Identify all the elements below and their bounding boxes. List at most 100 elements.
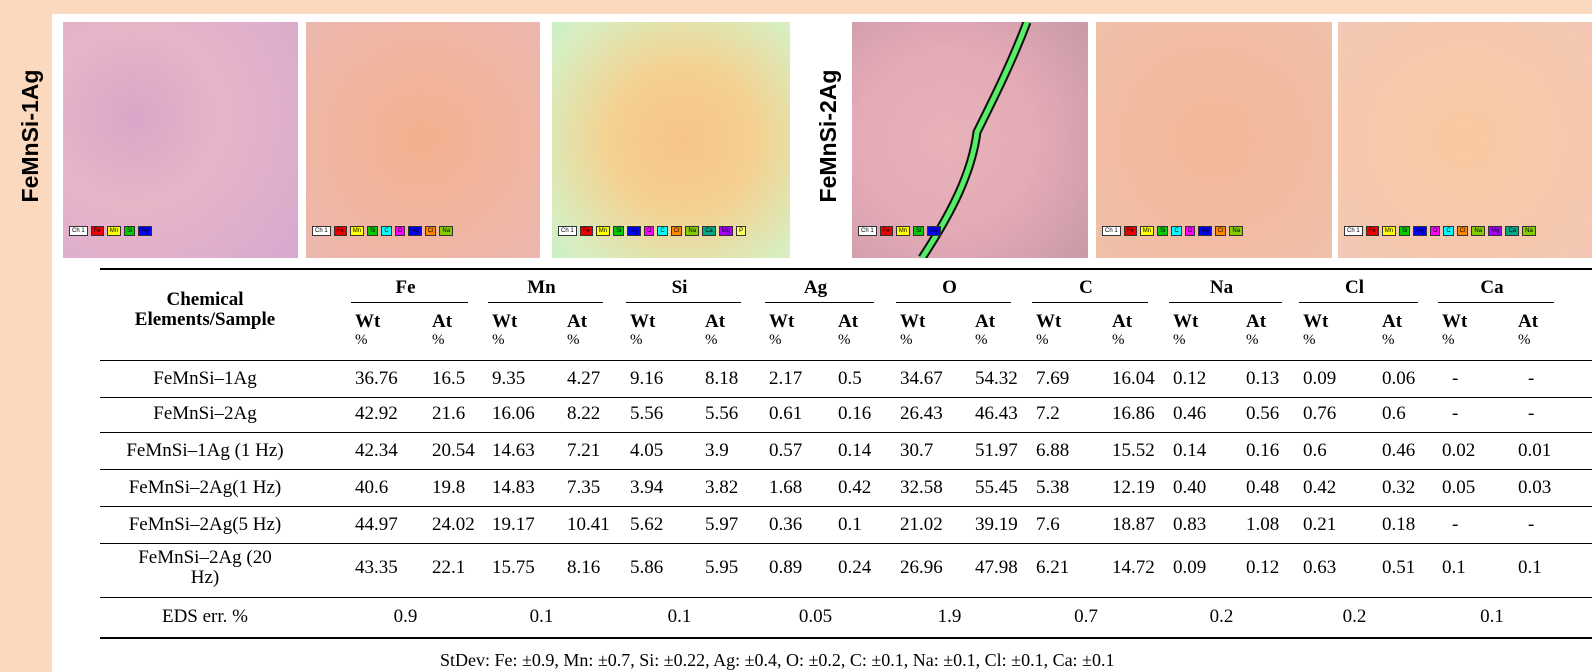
table-cell: 0.03 [1518,477,1552,498]
sample-name: FeMnSi–1Ag (1 Hz) [126,440,284,461]
table-cell: 0.6 [1382,403,1406,424]
sample-name: FeMnSi–2Ag(5 Hz) [128,514,282,535]
error-label: EDS err. % [161,606,248,627]
table-cell: - [1452,403,1459,424]
table-cell: 39.19 [975,514,1018,535]
table-cell: 3.9 [705,440,729,461]
table-cell: 26.43 [900,403,943,424]
table-header: Chemical Elements/Sample [134,289,276,330]
unit-header: % [1112,332,1125,348]
table-rule [765,302,874,303]
table-cell: 0.02 [1442,440,1476,461]
unit-header: % [567,332,580,348]
unit-header: % [492,332,505,348]
unit-header: At [705,311,726,332]
unit-header: % [900,332,913,348]
legend-entry: Mn [595,226,611,236]
crack [918,22,1032,258]
table-cell: 5.97 [705,514,739,535]
table-cell: 0.24 [838,557,872,578]
legend-entry: Na [685,226,700,236]
image-legend: Ch 1 Fe Mn Si Ag [858,226,941,236]
footnote: StDev: Fe: ±0.9, Mn: ±0.7, Si: ±0.22, Ag… [440,650,1115,670]
table-cell: 15.75 [492,557,535,578]
table-cell: 14.63 [492,440,535,461]
table-cell: 0.48 [1246,477,1280,498]
table-cell: 51.97 [975,440,1018,461]
unit-header: At [1382,311,1403,332]
table-rule [100,268,1592,270]
error-value: 0.05 [798,606,833,627]
row-label: FeMnSi-2Ag [815,69,841,203]
table-cell: 5.56 [630,403,664,424]
table-cell: 7.35 [567,477,601,498]
table-cell: 16.86 [1112,403,1155,424]
unit-header: % [355,332,368,348]
table-rule [100,543,1592,544]
table-rule [626,302,741,303]
table-cell: - [1528,403,1535,424]
table-cell: 3.94 [630,477,664,498]
table-rule [100,432,1592,433]
table-cell: 5.86 [630,557,664,578]
unit-header: Wt [492,311,518,332]
table-cell: 0.1 [838,514,862,535]
unit-header: % [630,332,643,348]
table-cell: 44.97 [355,514,398,535]
unit-header: Wt [1173,311,1199,332]
table-cell: - [1528,514,1535,535]
table-cell: 0.42 [1303,477,1337,498]
table-rule [1169,302,1282,303]
table-cell: 0.89 [769,557,803,578]
legend-entry: Si [1399,226,1411,236]
table-cell: 0.1 [1442,557,1466,578]
row-label: FeMnSi-1Ag [17,69,43,203]
sample-name: FeMnSi–1Ag [153,368,257,389]
table-cell: 6.21 [1036,557,1070,578]
table-cell: 8.18 [705,368,739,389]
table-cell: 0.16 [838,403,872,424]
legend-entry: O [1429,226,1441,236]
legend-entry: Si [1157,226,1169,236]
table-cell: 3.82 [705,477,739,498]
legend-entry: C [1171,226,1182,236]
table-cell: 46.43 [975,403,1018,424]
table-cell: 10.41 [567,514,610,535]
table-rule [1299,302,1418,303]
table-rule [1438,302,1554,303]
error-value: 0.1 [529,606,554,627]
table-cell: 26.96 [900,557,943,578]
legend-entry: Fe [879,226,893,236]
image-legend: Ch 1 Fe Mn Si Ag [69,226,152,236]
table-rule [100,506,1592,507]
element-header: Si [671,277,688,298]
table-rule [100,360,1592,361]
legend-entry: Ag [1198,226,1212,236]
unit-header: % [1518,332,1531,348]
table-cell: 12.19 [1112,477,1155,498]
element-header: Mn [527,277,556,298]
table-cell: 47.98 [975,557,1018,578]
table-cell: 0.63 [1303,557,1337,578]
table-cell: 4.05 [630,440,664,461]
element-header: O [942,277,957,298]
legend-entry: C [1443,226,1454,236]
error-value: 0.7 [1074,606,1098,627]
table-cell: 0.14 [1173,440,1207,461]
unit-header: % [1442,332,1455,348]
table-rule [896,302,1011,303]
legend-entry: Si [913,226,925,236]
table-cell: 0.12 [1246,557,1280,578]
unit-header: At [567,311,588,332]
element-header: Na [1209,277,1234,298]
legend-entry: Fe [579,226,593,236]
table-cell: 2.17 [769,368,803,389]
table-cell: 7.2 [1036,403,1060,424]
unit-header: Wt [355,311,381,332]
legend-entry: Cl [1456,226,1469,236]
unit-header: % [1036,332,1049,348]
legend-entry: Na [1229,226,1244,236]
table-cell: 14.83 [492,477,535,498]
unit-header: % [1382,332,1395,348]
table-cell: 0.36 [769,514,803,535]
